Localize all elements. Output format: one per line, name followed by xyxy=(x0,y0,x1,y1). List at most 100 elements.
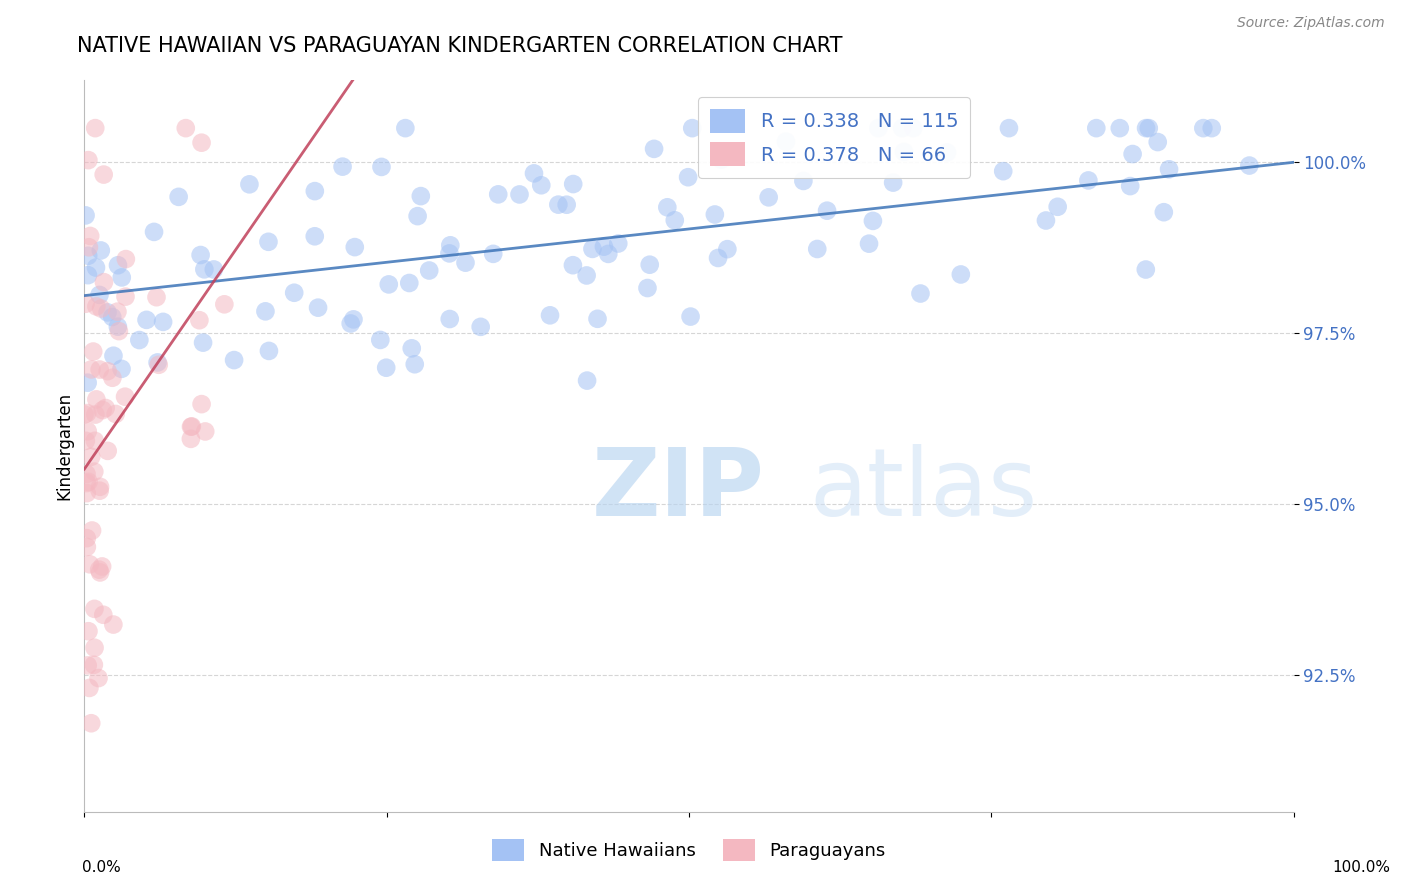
Point xyxy=(83,465,105,479)
Point xyxy=(1201,121,1223,136)
Point xyxy=(167,190,190,204)
Point xyxy=(1239,159,1261,173)
Point xyxy=(180,419,202,434)
Point xyxy=(681,121,703,136)
Point xyxy=(561,258,583,272)
Point xyxy=(439,238,461,252)
Point xyxy=(84,408,107,422)
Point xyxy=(84,121,107,136)
Point xyxy=(368,333,391,347)
Point xyxy=(91,403,114,417)
Point xyxy=(470,319,492,334)
Point xyxy=(128,333,150,347)
Point xyxy=(1046,200,1069,214)
Point xyxy=(82,344,104,359)
Point xyxy=(792,174,814,188)
Point xyxy=(114,390,136,404)
Point xyxy=(86,300,108,314)
Point xyxy=(193,262,215,277)
Point xyxy=(304,229,326,244)
Point xyxy=(993,164,1015,178)
Y-axis label: Kindergarten: Kindergarten xyxy=(55,392,73,500)
Point xyxy=(75,434,97,448)
Point xyxy=(89,563,111,577)
Point xyxy=(77,475,100,489)
Point xyxy=(418,263,440,277)
Point xyxy=(194,425,217,439)
Point xyxy=(76,425,98,439)
Point xyxy=(1122,147,1144,161)
Point xyxy=(76,376,98,390)
Point xyxy=(77,249,100,263)
Point xyxy=(1153,205,1175,219)
Point xyxy=(76,486,98,500)
Point xyxy=(191,335,214,350)
Point xyxy=(97,443,120,458)
Point xyxy=(710,153,733,167)
Point xyxy=(936,145,959,160)
Point xyxy=(858,236,880,251)
Point xyxy=(342,312,364,326)
Point xyxy=(404,357,426,371)
Point xyxy=(79,558,101,572)
Point xyxy=(77,268,100,282)
Point xyxy=(93,168,115,182)
Point xyxy=(101,310,124,324)
Point xyxy=(806,242,828,256)
Point xyxy=(401,341,423,355)
Point xyxy=(1157,162,1180,177)
Point xyxy=(91,607,114,622)
Point xyxy=(76,658,98,673)
Point xyxy=(598,247,620,261)
Text: 0.0%: 0.0% xyxy=(82,861,121,875)
Point xyxy=(409,189,432,203)
Point xyxy=(143,225,166,239)
Point xyxy=(93,275,115,289)
Point xyxy=(1085,121,1108,136)
Point xyxy=(152,315,174,329)
Point xyxy=(84,260,107,275)
Point xyxy=(103,617,125,632)
Point xyxy=(375,360,398,375)
Point xyxy=(180,432,202,446)
Point xyxy=(76,540,98,554)
Point xyxy=(576,374,599,388)
Point xyxy=(555,198,578,212)
Point xyxy=(910,286,932,301)
Point xyxy=(586,311,609,326)
Text: NATIVE HAWAIIAN VS PARAGUAYAN KINDERGARTEN CORRELATION CHART: NATIVE HAWAIIAN VS PARAGUAYAN KINDERGART… xyxy=(77,36,842,55)
Point xyxy=(190,248,212,262)
Point xyxy=(91,559,114,574)
Point xyxy=(339,317,361,331)
Point xyxy=(96,305,118,319)
Point xyxy=(83,434,105,448)
Point xyxy=(893,145,915,159)
Point xyxy=(73,408,96,422)
Point xyxy=(148,358,170,372)
Point xyxy=(76,531,98,545)
Point xyxy=(304,184,326,198)
Point xyxy=(1135,121,1157,136)
Point xyxy=(77,240,100,254)
Point xyxy=(643,142,665,156)
Point xyxy=(75,208,97,222)
Point xyxy=(398,276,420,290)
Point xyxy=(637,281,659,295)
Point xyxy=(135,313,157,327)
Point xyxy=(882,176,904,190)
Point xyxy=(562,177,585,191)
Point xyxy=(949,268,972,282)
Point xyxy=(1035,213,1057,227)
Point xyxy=(508,187,530,202)
Point xyxy=(703,207,725,221)
Point xyxy=(254,304,277,318)
Point xyxy=(80,716,103,731)
Point xyxy=(89,480,111,494)
Point xyxy=(538,308,561,322)
Point xyxy=(901,121,924,136)
Point xyxy=(107,258,129,272)
Point xyxy=(80,362,103,376)
Point xyxy=(86,392,108,407)
Point xyxy=(79,681,101,695)
Point xyxy=(1119,179,1142,194)
